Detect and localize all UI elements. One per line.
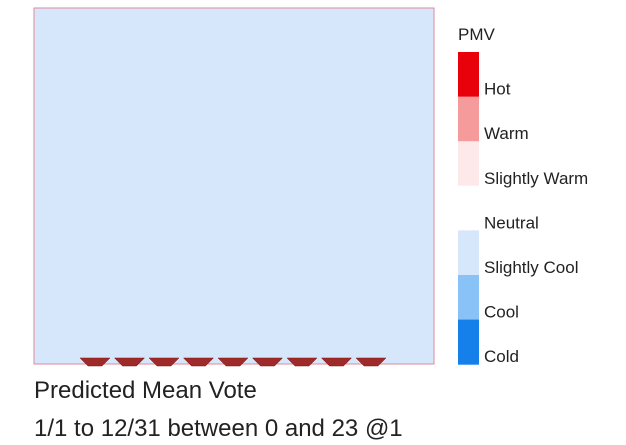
legend-swatch xyxy=(458,141,479,187)
legend-label: Cold xyxy=(484,347,519,366)
shade xyxy=(286,357,318,367)
shade xyxy=(217,357,249,367)
shade xyxy=(251,357,284,367)
plot-area xyxy=(33,7,435,365)
shade xyxy=(148,357,180,367)
legend-swatch xyxy=(458,275,479,321)
legend-label: Slightly Warm xyxy=(484,169,588,188)
shade xyxy=(182,357,215,367)
shade xyxy=(355,357,387,367)
legend-swatch xyxy=(458,185,479,231)
legend: Hot Warm Slightly Warm Neutral Slightly Cool… xyxy=(458,52,588,366)
caption-line: 1/1 to 12/31 between 0 and 23 @1 xyxy=(34,415,403,442)
legend-label: Warm xyxy=(484,124,529,143)
caption-line: Predicted Mean Vote xyxy=(34,377,257,404)
shade xyxy=(79,357,111,367)
shade xyxy=(113,357,146,367)
shading-devices xyxy=(79,357,387,367)
legend-label: Hot xyxy=(484,80,511,99)
legend-title: PMV xyxy=(458,25,496,44)
shade xyxy=(320,357,353,367)
legend-swatch xyxy=(458,52,479,98)
legend-label: Cool xyxy=(484,303,519,322)
legend-label: Slightly Cool xyxy=(484,258,579,277)
legend-swatch xyxy=(458,319,479,365)
legend-label: Neutral xyxy=(484,213,539,232)
legend-swatch xyxy=(458,230,479,276)
legend-swatch xyxy=(458,96,479,142)
